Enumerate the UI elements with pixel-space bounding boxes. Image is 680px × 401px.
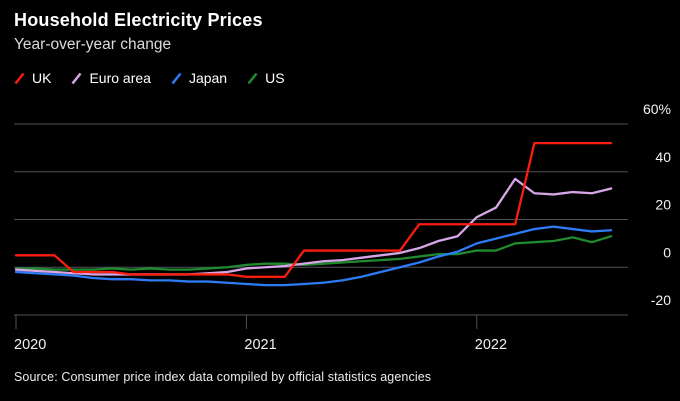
series-line-euro-area xyxy=(14,177,613,276)
series-line-japan xyxy=(14,225,613,287)
legend-label: Japan xyxy=(188,70,228,86)
legend-slash-icon xyxy=(171,72,182,84)
legend-label: US xyxy=(265,70,285,86)
legend-item-uk: UK xyxy=(14,70,51,86)
y-axis-label: 40 xyxy=(655,149,671,165)
legend-label: Euro area xyxy=(89,70,151,86)
legend-slash-icon xyxy=(247,72,258,84)
series-line-uk xyxy=(14,141,613,278)
legend: UK Euro area Japan US xyxy=(14,70,285,86)
x-axis-label: 2021 xyxy=(244,337,276,353)
legend-label: UK xyxy=(32,70,52,86)
y-axis-label: 0 xyxy=(663,244,671,260)
series-line-us xyxy=(14,235,613,271)
source-note: Source: Consumer price index data compil… xyxy=(14,370,432,384)
y-axis-label: -20 xyxy=(651,292,671,308)
legend-item-japan: Japan xyxy=(171,70,227,86)
legend-slash-icon xyxy=(14,72,25,84)
chart-subtitle: Year-over-year change xyxy=(14,36,172,53)
x-axis-label: 2022 xyxy=(475,337,507,353)
y-axis-label: 60% xyxy=(643,101,671,117)
x-axis-label: 2020 xyxy=(14,337,46,353)
legend-item-us: US xyxy=(247,70,285,86)
chart-title: Household Electricity Prices xyxy=(14,10,263,30)
legend-item-euro-area: Euro area xyxy=(71,70,151,86)
legend-slash-icon xyxy=(71,72,82,84)
y-axis-label: 20 xyxy=(655,197,671,213)
